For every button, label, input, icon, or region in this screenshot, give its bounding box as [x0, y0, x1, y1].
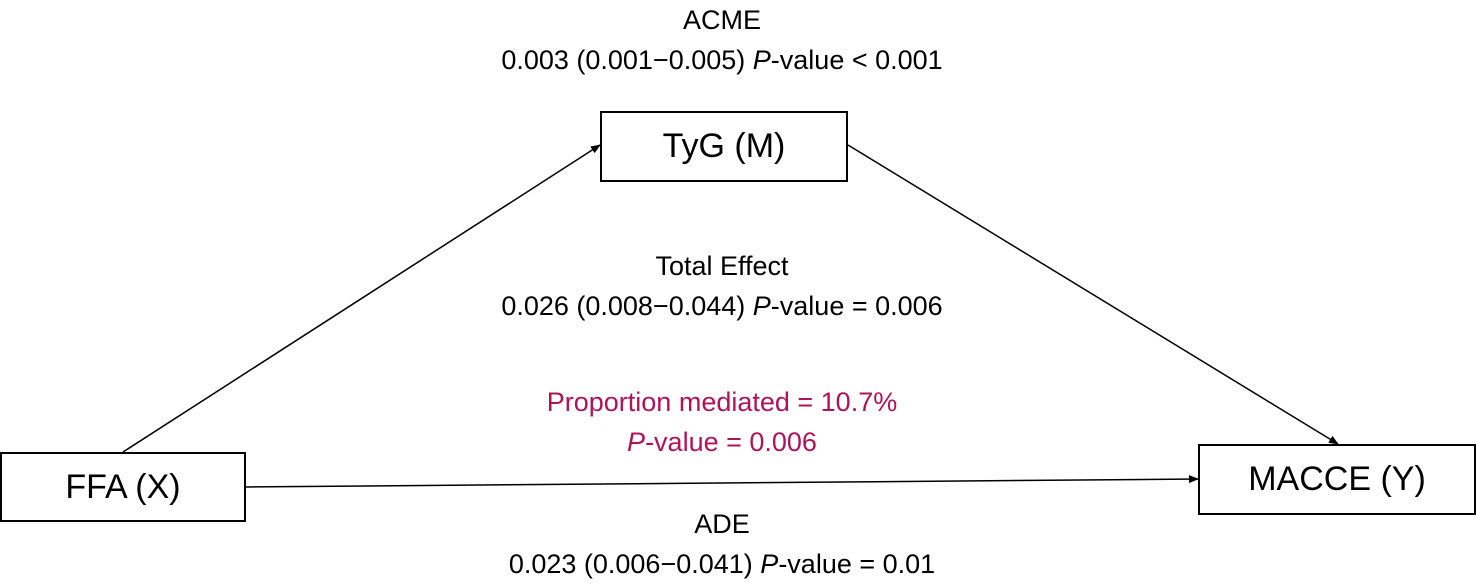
exposure-node: FFA (X) [0, 452, 246, 522]
outcome-node: MACCE (Y) [1198, 444, 1476, 515]
total-effect-estimate: 0.026 (0.008−0.044) [501, 291, 746, 321]
acme-p-italic: P [752, 45, 771, 75]
arrow-x-to-y [245, 475, 1199, 488]
mediator-label: TyG (M) [662, 127, 786, 165]
proportion-p-value: -value = 0.006 [645, 427, 817, 457]
acme-estimate-line: 0.003 (0.001−0.005) P-value < 0.001 [0, 40, 1444, 80]
ade-estimate-line: 0.023 (0.006−0.041) P-value = 0.01 [0, 544, 1444, 584]
arrow-m-to-y [847, 144, 1339, 445]
proportion-mediated-label: Proportion mediated = 10.7% P-value = 0.… [0, 382, 1444, 462]
acme-title: ACME [682, 5, 761, 35]
total-effect-estimate-line: 0.026 (0.008−0.044) P-value = 0.006 [0, 286, 1444, 326]
ade-title: ADE [694, 509, 750, 539]
ade-label: ADE 0.023 (0.006−0.041) P-value = 0.01 [0, 504, 1444, 584]
ade-p-italic: P [760, 549, 779, 579]
proportion-p-italic: P [627, 427, 646, 457]
total-effect-p-italic: P [752, 291, 771, 321]
proportion-p-line: P-value = 0.006 [0, 422, 1444, 462]
arrow-x-to-m [122, 144, 601, 453]
ade-estimate: 0.023 (0.006−0.041) [508, 549, 753, 579]
total-effect-p-value: -value = 0.006 [770, 291, 943, 321]
mediator-node: TyG (M) [600, 111, 848, 182]
acme-p-value: -value < 0.001 [770, 45, 943, 75]
acme-label: ACME 0.003 (0.001−0.005) P-value < 0.001 [0, 0, 1444, 80]
exposure-label: FFA (X) [65, 467, 181, 506]
ade-p-value: -value = 0.01 [778, 549, 936, 579]
acme-estimate: 0.003 (0.001−0.005) [501, 45, 746, 75]
total-effect-title: Total Effect [655, 251, 789, 281]
outcome-label: MACCE (Y) [1248, 460, 1426, 498]
proportion-mediated-text: Proportion mediated = 10.7% [546, 387, 898, 417]
total-effect-label: Total Effect 0.026 (0.008−0.044) P-value… [0, 246, 1444, 326]
